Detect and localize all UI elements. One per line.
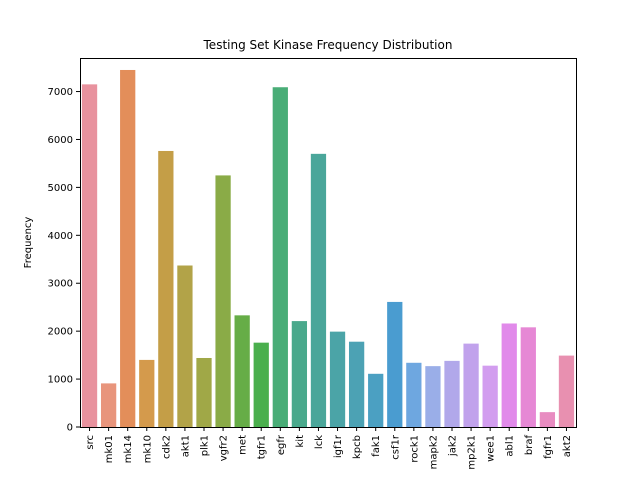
x-tick-label-mk14: mk14	[123, 435, 134, 463]
bar-mk10	[139, 359, 155, 427]
x-tick-label-tgfr1: tgfr1	[257, 435, 268, 459]
x-tick-label-plk1: plk1	[200, 435, 211, 456]
x-tick-label-wee1: wee1	[486, 435, 497, 462]
x-tick-label-mp2k1: mp2k1	[467, 435, 478, 470]
bar-braf	[520, 327, 536, 427]
x-tick-label-mapk2: mapk2	[428, 435, 439, 469]
bar-mapk2	[425, 366, 441, 427]
x-tick-label-lck: lck	[314, 435, 325, 449]
y-tick-label: 4000	[48, 231, 73, 242]
x-tick-label-fak1: fak1	[371, 435, 382, 457]
bar-kit	[291, 321, 308, 427]
x-tick-label-fgfr1: fgfr1	[543, 435, 554, 459]
plot-frame	[80, 58, 577, 428]
bar-mp2k1	[463, 343, 479, 427]
bars-group	[81, 69, 575, 428]
x-tick-label-csf1r: csf1r	[390, 434, 401, 460]
x-tick-label-egfr: egfr	[276, 434, 287, 455]
x-tick-label-kpcb: kpcb	[352, 435, 363, 459]
bar-fak1	[368, 373, 384, 427]
bar-plk1	[196, 357, 212, 427]
x-tick-label-vgfr2: vgfr2	[219, 435, 230, 461]
x-tick-label-igf1r: igf1r	[333, 434, 344, 458]
x-tick-label-akt1: akt1	[180, 435, 191, 457]
bar-lck	[310, 153, 327, 427]
y-axis-label: Frequency	[23, 217, 34, 269]
x-tick-label-akt2: akt2	[562, 435, 573, 457]
bar-mk14	[120, 69, 136, 427]
bar-rock1	[406, 362, 422, 427]
chart-title: Testing Set Kinase Frequency Distributio…	[203, 38, 453, 52]
bar-akt1	[177, 265, 193, 427]
bar-vgfr2	[215, 175, 231, 427]
x-tick-label-src: src	[85, 435, 96, 450]
bar-mk01	[100, 383, 117, 427]
x-tick-label-mk01: mk01	[104, 435, 115, 463]
bar-csf1r	[387, 301, 403, 427]
x-tick-label-abl1: abl1	[505, 435, 516, 457]
bar-tgfr1	[253, 342, 269, 427]
bar-egfr	[272, 87, 288, 427]
x-tick-label-rock1: rock1	[409, 435, 420, 463]
x-tick-label-mk10: mk10	[142, 435, 153, 463]
y-tick-label: 1000	[48, 375, 73, 386]
x-tick-label-met: met	[238, 435, 249, 455]
bar-met	[234, 315, 250, 427]
bar-igf1r	[329, 331, 346, 427]
bar-akt2	[558, 355, 575, 427]
y-tick-label: 5000	[48, 183, 73, 194]
bar-fgfr1	[539, 412, 556, 427]
bar-kpcb	[348, 341, 365, 427]
bar-abl1	[501, 323, 517, 427]
y-tick-label: 0	[67, 423, 73, 434]
x-tick-label-jak2: jak2	[448, 435, 459, 457]
bar-cdk2	[158, 150, 174, 428]
y-tick-label: 6000	[48, 135, 73, 146]
bar-src	[81, 84, 98, 427]
y-tick-label: 7000	[48, 87, 73, 98]
x-tick-label-kit: kit	[295, 435, 306, 448]
x-tick-label-braf: braf	[524, 435, 535, 456]
y-tick-label: 2000	[48, 327, 73, 338]
bar-wee1	[482, 365, 498, 427]
y-axis: 0 1000 2000 3000 4000 5000 6000 7000	[48, 87, 80, 434]
x-axis: src mk01 mk14 mk10 cdk2 akt1 plk1 vgfr2 met tgfr1…	[85, 427, 573, 470]
bar-jak2	[444, 360, 460, 427]
y-tick-label: 3000	[48, 279, 73, 290]
x-tick-label-cdk2: cdk2	[161, 435, 172, 459]
